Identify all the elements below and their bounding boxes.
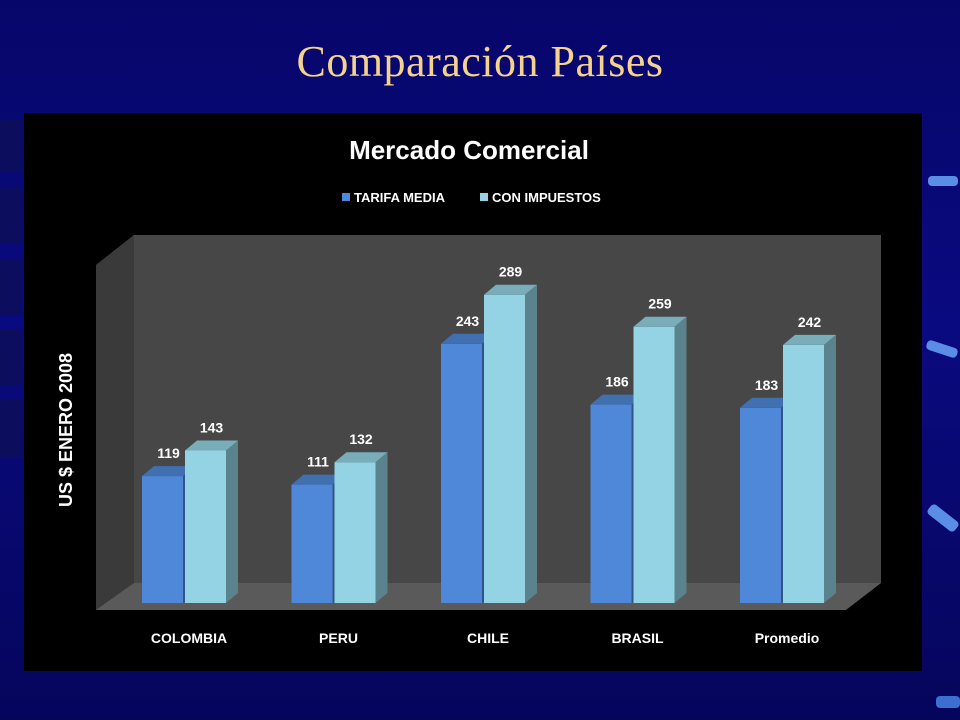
data-label: 143 (200, 419, 224, 435)
bar-top (185, 440, 238, 451)
unit-footnote: MW/h (876, 653, 908, 667)
bar-front (142, 476, 183, 603)
bar-top (441, 333, 494, 344)
slide-title: Comparación Países (296, 37, 664, 86)
bar-front (291, 484, 333, 603)
right-decor-streak-2 (925, 339, 959, 359)
chart-legend: TARIFA MEDIA CON IMPUESTOS (342, 190, 601, 205)
bar-side (674, 316, 687, 603)
plot-area: 119 111 243 186 183 143 132 289 259 242 COLOMBIA PE… (96, 235, 881, 646)
y-axis-label: US $ ENERO 2008 (56, 353, 76, 507)
data-label: 111 (307, 454, 329, 470)
right-decor-streak-4 (936, 696, 960, 708)
bar-con-impuestos-promedio (783, 334, 836, 603)
bar-front (740, 407, 781, 603)
left-decor-bar-2 (0, 188, 22, 244)
x-tick-label: Promedio (755, 630, 820, 646)
bar-con-impuestos-colombia (185, 440, 238, 603)
bar-side (525, 284, 537, 603)
data-label: 259 (648, 296, 672, 312)
bar-top (633, 316, 687, 327)
data-label: 289 (499, 264, 523, 280)
bar-side (824, 334, 836, 603)
data-label: 119 (157, 445, 180, 461)
x-tick-label: BRASIL (611, 630, 664, 646)
legend-label: TARIFA MEDIA (354, 190, 446, 205)
chart-panel: Mercado Comercial TARIFA MEDIA CON IMPUES… (24, 113, 922, 671)
legend-label: CON IMPUESTOS (492, 190, 601, 205)
bar-con-impuestos-brasil (633, 316, 687, 603)
bar-side (226, 440, 238, 603)
plot-side-wall (96, 235, 134, 610)
bar-front (334, 462, 376, 603)
left-decor-bar-4 (0, 330, 22, 386)
left-decor-bar-1 (0, 120, 22, 172)
right-decor-streak-3 (925, 502, 960, 534)
bar-chart: Mercado Comercial TARIFA MEDIA CON IMPUES… (56, 135, 881, 646)
bar-top (291, 474, 345, 485)
bar-front (441, 343, 482, 603)
data-label: 242 (798, 314, 822, 330)
bar-con-impuestos-chile (484, 284, 537, 603)
left-decor-bar-3 (0, 260, 22, 316)
chart-title: Mercado Comercial (349, 135, 589, 165)
bar-front (185, 450, 226, 603)
bar-front (633, 326, 675, 603)
bar-top (484, 284, 537, 295)
legend-swatch (480, 193, 488, 201)
x-tick-label: PERU (319, 630, 358, 646)
data-label: 186 (605, 374, 629, 390)
bar-top (740, 397, 793, 408)
data-label: 243 (456, 313, 480, 329)
bar-front (783, 344, 824, 603)
bar-con-impuestos-peru (334, 452, 388, 603)
left-decor-bar-5 (0, 400, 22, 458)
bar-side (375, 452, 388, 603)
right-decor-streak-1 (928, 176, 958, 186)
bar-top (783, 334, 836, 345)
x-tick-label: COLOMBIA (151, 630, 227, 646)
x-tick-label: CHILE (467, 630, 509, 646)
data-label: 183 (755, 377, 779, 393)
legend-swatch (342, 193, 350, 201)
bar-top (142, 466, 195, 477)
bar-top (334, 452, 388, 463)
data-label: 132 (349, 431, 373, 447)
bar-front (590, 404, 632, 603)
bar-front (484, 294, 525, 603)
bar-top (590, 394, 644, 405)
